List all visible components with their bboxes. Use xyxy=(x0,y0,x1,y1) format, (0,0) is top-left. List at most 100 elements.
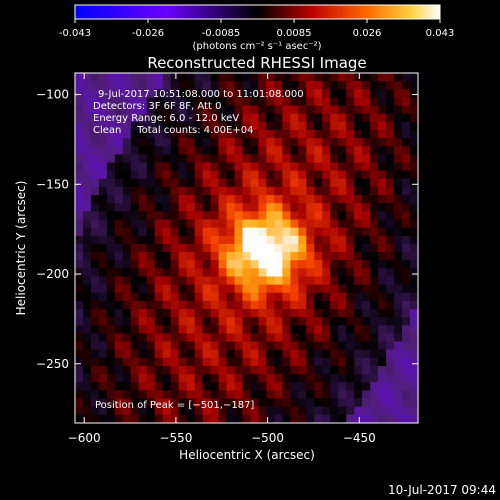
heatmap-cell xyxy=(130,406,140,416)
heatmap-cell xyxy=(170,325,180,335)
heatmap-cell xyxy=(346,414,355,423)
heatmap-cell xyxy=(178,203,188,212)
heatmap-cell xyxy=(114,129,124,139)
heatmap-cell xyxy=(266,219,276,229)
heatmap-cell xyxy=(258,390,268,400)
heatmap-cell xyxy=(314,341,323,351)
heatmap-cell xyxy=(402,195,411,204)
heatmap-cell xyxy=(186,243,196,253)
heatmap-cell xyxy=(354,398,363,408)
heatmap-cell xyxy=(346,227,355,237)
heatmap-cell xyxy=(210,97,220,107)
heatmap-cell xyxy=(75,268,84,278)
heatmap-cell xyxy=(410,252,418,261)
heatmap-cell xyxy=(186,211,196,221)
heatmap-cell xyxy=(210,81,220,90)
heatmap-cell xyxy=(218,113,228,123)
heatmap-cell xyxy=(394,276,403,286)
heatmap-cell xyxy=(338,178,347,188)
heatmap-cell xyxy=(394,113,403,123)
heatmap-cell xyxy=(122,138,132,147)
heatmap-cell xyxy=(194,89,204,99)
heatmap-cell xyxy=(282,398,291,408)
heatmap-cell xyxy=(378,219,387,229)
heatmap-cell xyxy=(130,121,140,131)
heatmap-cell xyxy=(194,178,204,188)
heatmap-cell xyxy=(106,300,116,310)
heatmap-cell xyxy=(82,252,92,261)
heatmap-cell xyxy=(122,243,132,253)
heatmap-cell xyxy=(298,203,307,212)
heatmap-cell xyxy=(258,203,268,212)
heatmap-cell xyxy=(170,406,180,416)
heatmap-cell xyxy=(122,268,132,278)
heatmap-cell xyxy=(290,89,299,99)
heatmap-cell xyxy=(354,186,363,196)
heatmap-cell xyxy=(274,186,283,196)
heatmap-cell xyxy=(82,138,92,147)
heatmap-cell xyxy=(362,170,371,180)
colorbar-tick-label: -0.0085 xyxy=(202,28,241,39)
heatmap-cell xyxy=(90,129,100,139)
heatmap-cell xyxy=(306,284,315,294)
heatmap-cell xyxy=(178,113,188,123)
heatmap-cell xyxy=(98,341,108,351)
heatmap-cell xyxy=(250,260,260,269)
heatmap-cell xyxy=(186,300,196,310)
heatmap-cell xyxy=(146,317,156,326)
heatmap-cell xyxy=(394,138,403,147)
heatmap-cell xyxy=(346,89,355,99)
heatmap-cell xyxy=(386,268,395,278)
heatmap-cell xyxy=(258,81,268,90)
heatmap-cell xyxy=(322,129,331,139)
heatmap-cell xyxy=(386,178,395,188)
heatmap-cell xyxy=(378,170,387,180)
heatmap-cell xyxy=(362,243,371,253)
heatmap-cell xyxy=(242,284,252,294)
heatmap-cell xyxy=(178,284,188,294)
heatmap-cell xyxy=(402,325,411,335)
heatmap-cell xyxy=(362,195,371,204)
heatmap-cell xyxy=(154,374,164,383)
heatmap-cell xyxy=(154,178,164,188)
heatmap-cell xyxy=(402,154,411,164)
heatmap-cell xyxy=(146,129,156,139)
heatmap-cell xyxy=(234,129,244,139)
heatmap-cell xyxy=(250,73,260,82)
heatmap-cell xyxy=(130,97,140,107)
heatmap-cell xyxy=(314,317,323,326)
heatmap-cell xyxy=(322,292,331,302)
heatmap-cell xyxy=(194,211,204,221)
heatmap-cell xyxy=(298,219,307,229)
heatmap-cell xyxy=(250,390,260,400)
heatmap-cell xyxy=(290,146,299,155)
y-tick-label: −150 xyxy=(36,177,69,191)
heatmap-cell xyxy=(402,162,411,172)
heatmap-cell xyxy=(154,390,164,400)
heatmap-cell xyxy=(402,73,411,82)
heatmap-cell xyxy=(186,276,196,286)
heatmap-cell xyxy=(274,235,283,245)
heatmap-cell xyxy=(250,333,260,343)
heatmap-cell xyxy=(330,162,339,172)
heatmap-cell xyxy=(354,276,363,286)
heatmap-cell xyxy=(146,162,156,172)
heatmap-cell xyxy=(226,186,236,196)
heatmap-cell xyxy=(202,219,212,229)
heatmap-cell xyxy=(362,260,371,269)
heatmap-cell xyxy=(146,97,156,107)
heatmap-cell xyxy=(210,235,220,245)
heatmap-cell xyxy=(338,113,347,123)
heatmap-cell xyxy=(194,186,204,196)
heatmap-cell xyxy=(386,398,395,408)
heatmap-cell xyxy=(130,129,140,139)
heatmap-cell xyxy=(218,390,228,400)
heatmap-cell xyxy=(274,154,283,164)
heatmap-cell xyxy=(242,178,252,188)
heatmap-cell xyxy=(154,300,164,310)
heatmap-cell xyxy=(394,73,403,82)
heatmap-cell xyxy=(370,154,379,164)
heatmap-cell xyxy=(362,349,371,359)
heatmap-cell xyxy=(298,374,307,383)
heatmap-cell xyxy=(386,105,395,115)
